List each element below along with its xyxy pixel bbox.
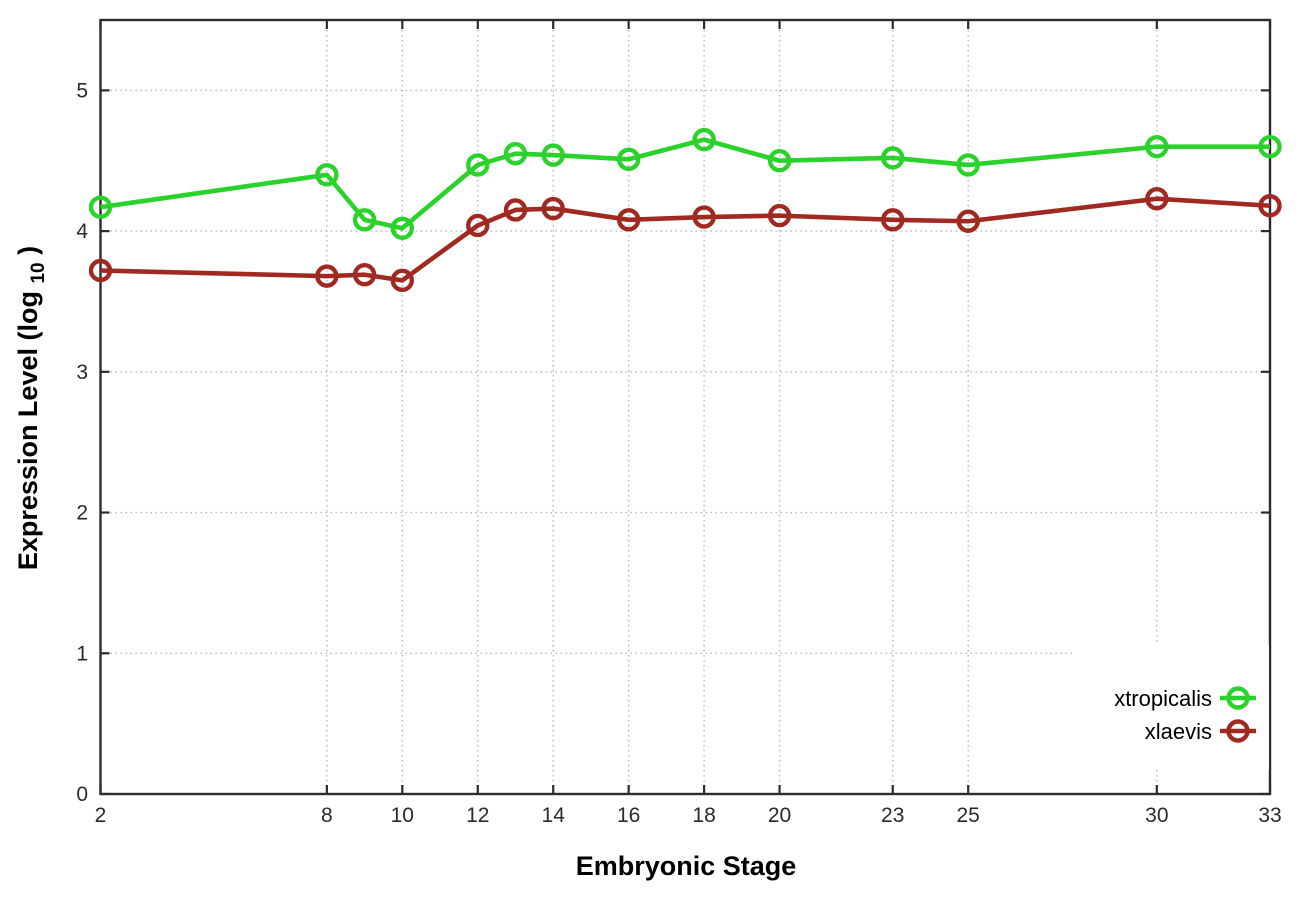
- data-point-marker: [503, 198, 528, 222]
- x-tick-label: 2: [95, 804, 107, 827]
- legend-marker: [1226, 719, 1250, 743]
- data-point-marker: [352, 263, 377, 287]
- y-tick-label: 2: [76, 502, 88, 525]
- y-axis-title-close: ): [13, 246, 43, 255]
- data-point-marker: [881, 208, 905, 232]
- data-point-marker: [1258, 194, 1282, 218]
- data-point-marker: [1145, 134, 1169, 159]
- y-axis-title-subscript: 10: [28, 262, 49, 283]
- y-tick-label: 5: [76, 79, 88, 102]
- series-line: [100, 196, 1271, 283]
- data-point-marker: [390, 216, 415, 240]
- y-axis-title: Expression Level (log 10 ): [13, 246, 50, 570]
- series-xlaevis: [88, 187, 1282, 293]
- legend-label: xlaevis: [1145, 719, 1212, 744]
- data-point-marker: [616, 208, 641, 232]
- legend: xtropicalis xlaevis: [1073, 645, 1269, 769]
- data-series: [88, 127, 1282, 293]
- data-point-marker: [767, 149, 792, 173]
- data-point-marker: [692, 205, 716, 229]
- x-tick-label: 23: [881, 804, 904, 827]
- x-tick-label: 20: [768, 804, 791, 827]
- x-tick-label: 25: [957, 804, 980, 827]
- legend-label: xtropicalis: [1114, 686, 1212, 711]
- x-tick-label: 30: [1145, 804, 1168, 827]
- x-tick-label: 18: [692, 804, 715, 827]
- x-tick-label: 16: [617, 804, 640, 827]
- x-tick-label: 14: [542, 804, 566, 827]
- series-xtropicalis: [88, 127, 1282, 240]
- data-point-marker: [1258, 134, 1282, 159]
- data-point-marker: [956, 153, 980, 177]
- data-point-marker: [881, 146, 905, 170]
- data-point-marker: [466, 213, 490, 238]
- y-tick-label: 3: [76, 361, 88, 384]
- x-tick-label: 12: [466, 804, 489, 827]
- legend-entry-xtropicalis: xtropicalis: [1114, 686, 1256, 711]
- legend-entry-xlaevis: xlaevis: [1145, 719, 1256, 744]
- y-tick-label: 4: [76, 220, 88, 243]
- data-point-marker: [541, 196, 565, 221]
- data-point-marker: [767, 203, 792, 228]
- x-tick-label: 8: [321, 804, 333, 827]
- data-point-marker: [692, 127, 716, 152]
- data-point-marker: [503, 141, 528, 166]
- data-point-marker: [315, 163, 339, 187]
- data-point-marker: [541, 143, 565, 167]
- data-point-marker: [390, 268, 415, 293]
- data-point-marker: [1145, 187, 1169, 211]
- axes: [99, 18, 1272, 796]
- series-line: [100, 137, 1270, 231]
- data-point-marker: [956, 209, 980, 233]
- data-point-marker: [88, 195, 113, 219]
- x-tick-label: 10: [391, 804, 414, 827]
- data-point-marker: [88, 258, 113, 283]
- y-tick-label: 1: [76, 642, 88, 665]
- data-point-marker: [352, 208, 377, 232]
- data-point-marker: [466, 153, 490, 177]
- y-tick-label: 0: [76, 783, 88, 806]
- x-axis-title: Embryonic Stage: [576, 851, 797, 881]
- y-axis-title-text: Expression Level (log: [13, 291, 43, 570]
- x-tick-label: 33: [1258, 804, 1281, 827]
- data-point-marker: [616, 147, 641, 172]
- legend-marker: [1226, 686, 1250, 710]
- data-point-marker: [315, 264, 339, 288]
- plot-border: [99, 18, 1272, 796]
